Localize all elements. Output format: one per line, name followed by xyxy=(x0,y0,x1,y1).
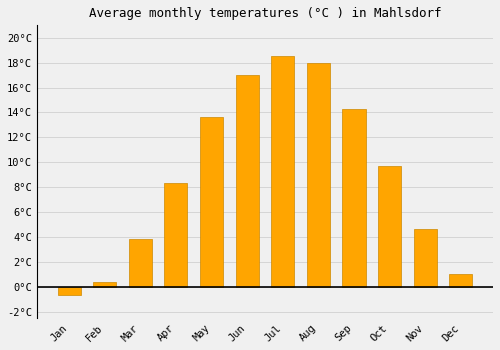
Bar xyxy=(307,63,330,287)
Bar xyxy=(164,183,188,287)
Bar xyxy=(58,287,80,295)
Bar xyxy=(200,117,223,287)
Bar xyxy=(378,166,401,287)
Bar xyxy=(128,239,152,287)
Bar xyxy=(236,75,258,287)
Title: Average monthly temperatures (°C ) in Mahlsdorf: Average monthly temperatures (°C ) in Ma… xyxy=(88,7,441,20)
Bar xyxy=(342,109,365,287)
Bar xyxy=(414,230,436,287)
Bar xyxy=(93,282,116,287)
Bar xyxy=(449,274,472,287)
Bar xyxy=(271,56,294,287)
